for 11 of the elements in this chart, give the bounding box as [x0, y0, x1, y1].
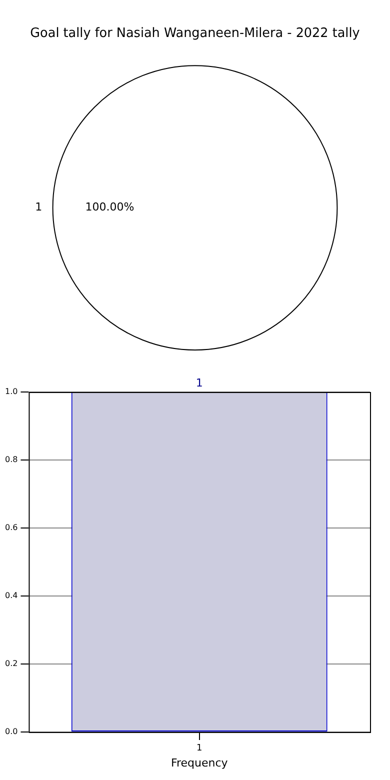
- data-label: 1: [196, 376, 203, 390]
- y-tick-label: 1.0: [4, 387, 18, 396]
- y-tick-label: 0.8: [4, 455, 18, 464]
- y-tick-label: 0.6: [4, 523, 18, 532]
- y-tick-label: 0.0: [4, 727, 18, 736]
- y-tick-label: 0.4: [4, 591, 18, 600]
- x-axis-title: Frequency: [170, 756, 228, 770]
- y-tick-label: 0.2: [4, 659, 18, 668]
- chart-title: Goal tally for Nasiah Wanganeen-Milera - 2022 tally: [30, 26, 360, 42]
- data-label: 100.00%: [85, 200, 134, 214]
- slice-label: 1: [35, 200, 42, 214]
